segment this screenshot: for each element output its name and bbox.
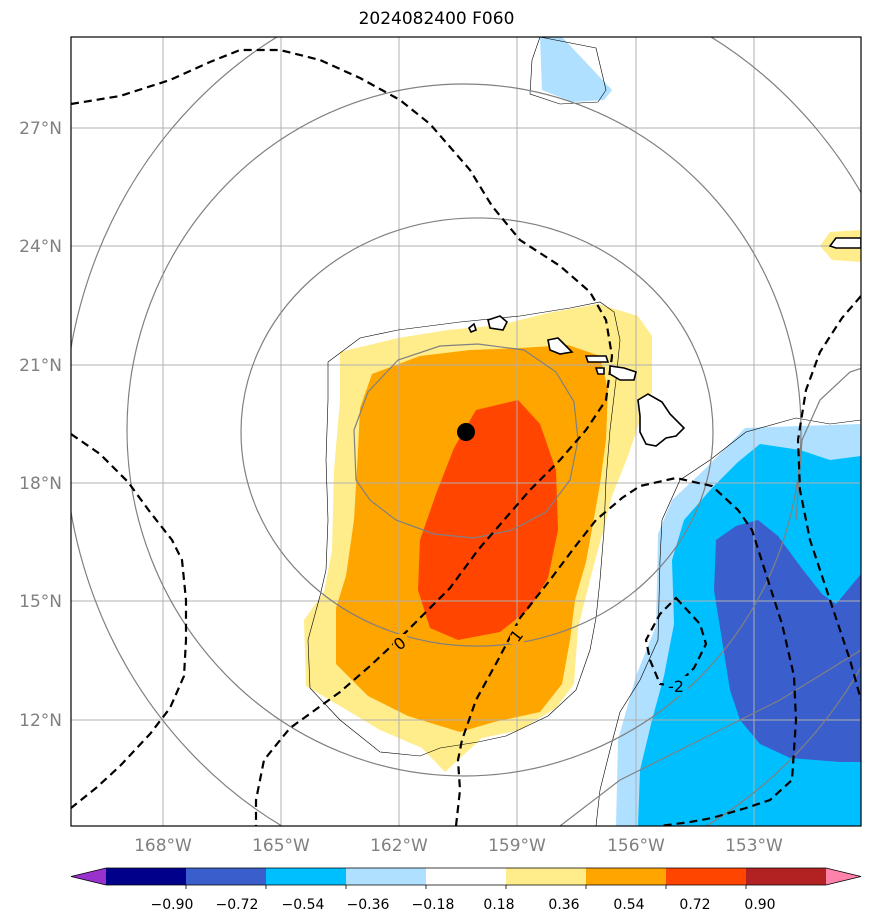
- colorbar-outline: [70, 867, 862, 886]
- colorbar-segment: [426, 868, 507, 885]
- colorbar-tick-label: −0.72: [216, 897, 259, 913]
- lat-axis-labels: 27°N 24°N 21°N 18°N 15°N 12°N: [19, 119, 62, 731]
- lon-label: 168°W: [134, 836, 192, 856]
- lat-label: 27°N: [19, 119, 62, 139]
- colorbar: [70, 867, 862, 889]
- contour-line-neg2: [644, 596, 708, 688]
- contour-label-neg2: -2: [668, 677, 684, 696]
- shade-0.54-0.72: [418, 400, 558, 640]
- storm-center-marker: [457, 423, 475, 441]
- coast-east-fragment: [828, 237, 861, 249]
- lat-label: 12°N: [19, 711, 62, 731]
- negative-anomaly-shading: [540, 37, 861, 826]
- lon-axis-labels: 168°W 165°W 162°W 159°W 156°W 153°W: [134, 836, 783, 856]
- colorbar-tick-label: −0.36: [347, 897, 390, 913]
- contour-labels: 0 1 -2: [390, 626, 688, 696]
- map-title: 2024082400 F060: [358, 9, 515, 29]
- gridlines: [71, 37, 861, 826]
- colorbar-tick-label: 0.72: [679, 897, 710, 913]
- colorbar-segment: [746, 868, 827, 885]
- gray-contours: [71, 37, 861, 826]
- lat-label: 21°N: [19, 356, 62, 376]
- colorbar-segment: [346, 868, 427, 885]
- positive-anomaly-shading: [304, 230, 861, 772]
- colorbar-tick-label: 0.90: [744, 897, 775, 913]
- colorbar-segment: [106, 868, 187, 885]
- coastlines: [467, 237, 861, 447]
- colorbar-segment: [266, 868, 347, 885]
- colorbar-tick-label: 0.18: [483, 897, 514, 913]
- lon-label: 153°W: [725, 836, 783, 856]
- contour-line-east: [796, 295, 861, 701]
- colorbar-extend-max: [826, 868, 861, 885]
- island-lanai: [594, 367, 605, 375]
- colorbar-tick-label: 0.54: [613, 897, 644, 913]
- island-molokai: [584, 355, 610, 363]
- contour-line-0: [71, 48, 614, 826]
- colorbar-tick-label: −0.90: [151, 897, 194, 913]
- lon-label: 165°W: [252, 836, 310, 856]
- colorbar-tick-label: −0.18: [412, 897, 455, 913]
- lon-label: 162°W: [370, 836, 428, 856]
- colorbar-segment: [586, 868, 667, 885]
- contour-line-west: [71, 433, 188, 809]
- dashed-contours: [71, 48, 861, 826]
- lon-label: 159°W: [488, 836, 546, 856]
- lat-label: 18°N: [19, 474, 62, 494]
- thin-contours: [307, 37, 861, 826]
- lon-label: 156°W: [607, 836, 665, 856]
- island-oahu: [547, 337, 574, 355]
- contour-line-1: [454, 476, 798, 826]
- shade-neg-0.54: [714, 520, 861, 762]
- map-frame: [70, 36, 862, 827]
- island-hawaii: [637, 393, 686, 447]
- shade-neg-0.18: [540, 37, 612, 102]
- colorbar-segment: [506, 868, 587, 885]
- colorbar-extend-min: [71, 868, 106, 885]
- map-area: [71, 37, 861, 826]
- lat-label: 24°N: [19, 237, 62, 257]
- colorbar-tick-label: 0.36: [548, 897, 579, 913]
- island-kauai: [487, 315, 508, 331]
- colorbar-segment: [666, 868, 747, 885]
- lat-label: 15°N: [19, 592, 62, 612]
- island-niihau: [467, 322, 477, 334]
- colorbar-tick-labels: −0.90 −0.72 −0.54 −0.36 −0.18 0.18 0.36 …: [151, 897, 776, 913]
- colorbar-segment: [186, 868, 267, 885]
- colorbar-tick-label: −0.54: [282, 897, 325, 913]
- island-maui: [609, 365, 637, 381]
